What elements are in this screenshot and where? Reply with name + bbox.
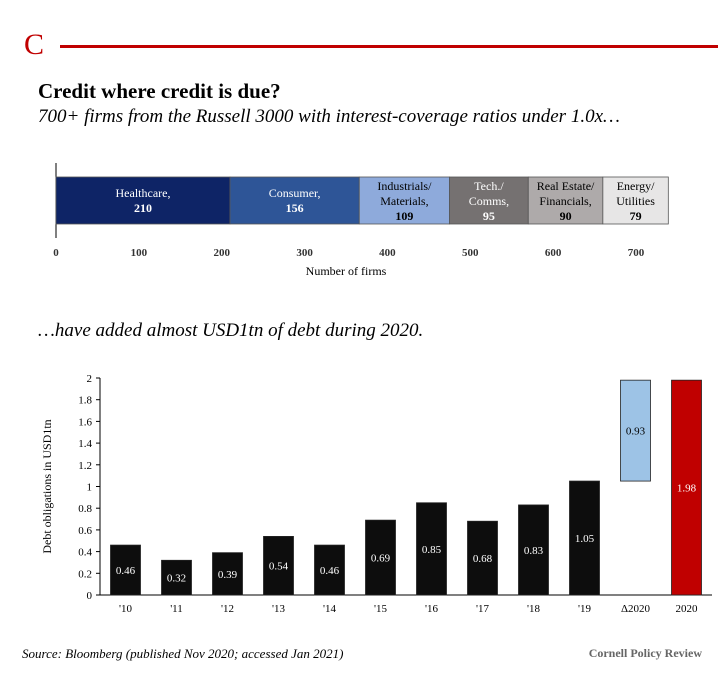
category-label: '16 xyxy=(425,603,438,615)
category-label: Δ2020 xyxy=(621,603,651,615)
bar-value-label: 1.05 xyxy=(575,533,595,545)
segment-value-4: 90 xyxy=(560,209,572,223)
debt-bar-2 xyxy=(212,552,243,596)
debt-bar-6 xyxy=(416,502,447,596)
bar-value-label: 0.39 xyxy=(218,569,238,581)
x-tick-label: 300 xyxy=(296,247,313,259)
category-label: '11 xyxy=(170,603,183,615)
bar-value-label: 0.69 xyxy=(371,553,391,565)
y-tick-label: 0.6 xyxy=(78,525,92,537)
segment-bar-2 xyxy=(358,176,450,225)
debt-bar-4 xyxy=(314,544,345,596)
segment-label-2: Materials, xyxy=(380,194,428,208)
top-rule xyxy=(60,45,718,48)
y-tick-label: 0.8 xyxy=(78,503,92,515)
category-label: '14 xyxy=(323,603,336,615)
segment-label-4: Financials, xyxy=(539,194,591,208)
category-label: 2020 xyxy=(676,603,699,615)
bar-value-label: 0.54 xyxy=(269,561,289,573)
debt-bar-9 xyxy=(569,480,600,596)
segment-label-3: Comms, xyxy=(469,194,509,208)
segment-label-3: Tech./ xyxy=(474,179,504,193)
category-label: '17 xyxy=(476,603,489,615)
y-tick-label: 1.6 xyxy=(78,416,92,428)
segment-label-2: Industrials/ xyxy=(377,179,432,193)
source-note: Source: Bloomberg (published Nov 2020; a… xyxy=(22,646,344,661)
category-label: '10 xyxy=(119,603,132,615)
bar-value-label: 0.46 xyxy=(116,565,136,577)
segment-value-0: 210 xyxy=(134,201,152,215)
debt-bar-1 xyxy=(161,559,192,596)
debt-bar-5 xyxy=(365,519,396,596)
segment-bar-4 xyxy=(527,176,604,225)
segment-value-5: 79 xyxy=(630,209,642,223)
x-tick-label: 100 xyxy=(131,247,148,259)
bar-value-label: 0.83 xyxy=(524,545,544,557)
bar-value-label: 0.68 xyxy=(473,553,493,565)
bar-value-label: 0.46 xyxy=(320,565,340,577)
y-tick-label: 1.8 xyxy=(78,395,92,407)
y-tick-label: 0.4 xyxy=(78,547,92,559)
chart-title: Credit where credit is due? xyxy=(38,79,281,103)
category-label: '19 xyxy=(578,603,591,615)
segment-bar-5 xyxy=(602,176,669,225)
x-tick-label: 700 xyxy=(628,247,645,259)
debt-bar-3 xyxy=(263,536,294,596)
bar-value-label: 0.85 xyxy=(422,544,442,556)
debt-bar-0 xyxy=(110,544,141,596)
segment-label-0: Healthcare, xyxy=(116,186,171,200)
segment-label-5: Utilities xyxy=(616,194,655,208)
segment-value-1: 156 xyxy=(286,201,304,215)
x-tick-label: 600 xyxy=(545,247,562,259)
bar-value-label: 0.93 xyxy=(626,426,646,438)
segment-label-5: Energy/ xyxy=(617,179,655,193)
chart-subtitle: 700+ firms from the Russell 3000 with in… xyxy=(38,106,620,127)
debt-bar-11 xyxy=(671,379,702,596)
segment-value-3: 95 xyxy=(483,209,495,223)
y-tick-label: 0.2 xyxy=(78,568,92,580)
segment-bar-1 xyxy=(229,176,360,225)
x-axis-label: Number of firms xyxy=(306,264,387,278)
segment-value-2: 109 xyxy=(395,209,413,223)
category-label: '18 xyxy=(527,603,540,615)
segment-bar-3 xyxy=(449,176,529,225)
bar-value-label: 0.32 xyxy=(167,573,186,585)
debt-bar-8 xyxy=(518,504,549,596)
second-chart-subtitle: …have added almost USD1tn of debt during… xyxy=(38,320,424,341)
bar-value-label: 1.98 xyxy=(677,483,697,495)
y-axis-label: Debt obligations in USD1tn xyxy=(40,419,54,553)
category-label: '13 xyxy=(272,603,285,615)
x-tick-label: 400 xyxy=(379,247,396,259)
segment-bar-0 xyxy=(55,176,231,225)
segment-label-4: Real Estate/ xyxy=(537,179,595,193)
debt-bar-10 xyxy=(620,379,651,482)
category-label: '15 xyxy=(374,603,387,615)
y-tick-label: 1.2 xyxy=(78,460,92,472)
y-tick-label: 1 xyxy=(87,482,93,494)
x-tick-label: 200 xyxy=(213,247,230,259)
x-tick-label: 500 xyxy=(462,247,479,259)
x-tick-label: 0 xyxy=(53,247,59,259)
segment-label-1: Consumer, xyxy=(269,186,321,200)
y-tick-label: 1.4 xyxy=(78,438,92,450)
category-label: '12 xyxy=(221,603,234,615)
y-tick-label: 2 xyxy=(87,373,93,385)
panel-letter: C xyxy=(24,28,45,61)
debt-bar-7 xyxy=(467,520,498,596)
publisher-credit: Cornell Policy Review xyxy=(588,646,702,660)
y-tick-label: 0 xyxy=(87,590,93,602)
